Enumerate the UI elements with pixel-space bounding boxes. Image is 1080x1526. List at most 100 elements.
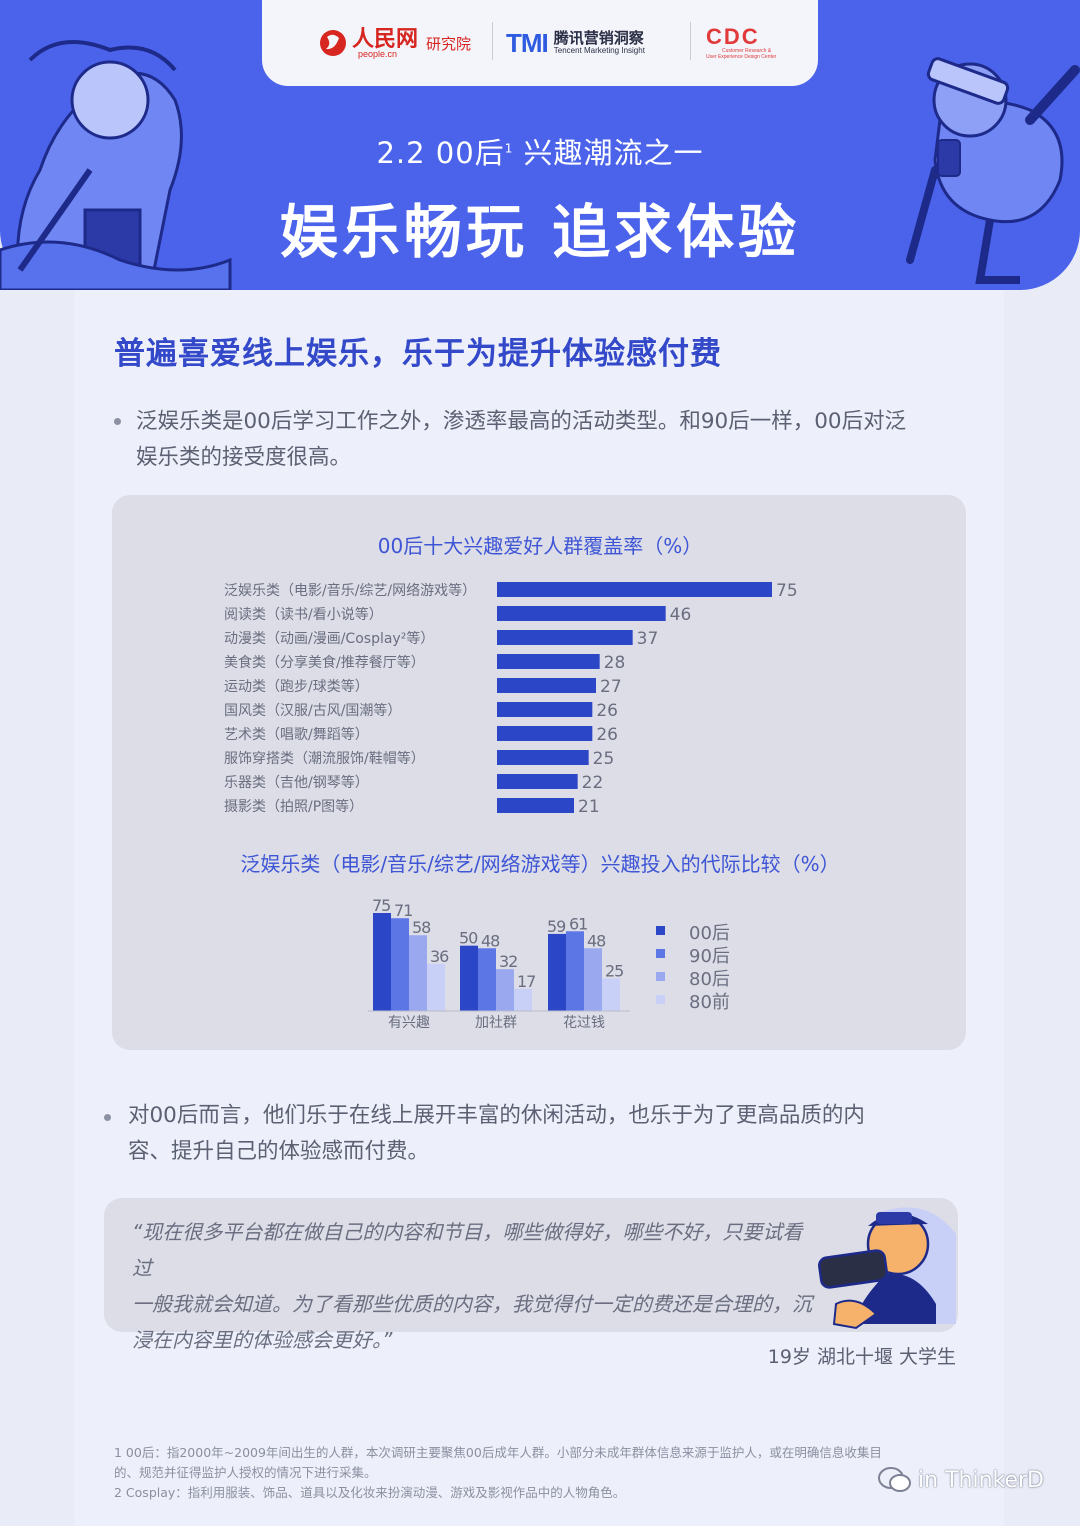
wechat-icon	[878, 1467, 912, 1492]
logo-separator	[690, 22, 691, 60]
interview-quote: “现在很多平台都在做自己的内容和节目，哪些做得好，哪些不好，只要试看过 一般我就…	[132, 1214, 822, 1358]
value-label: 26	[596, 701, 618, 721]
cdc-logo-sub1: Customer Research &	[722, 48, 772, 54]
bullet-dot	[114, 418, 121, 425]
cdc-logo: CDC Customer Research & User Experience …	[706, 18, 776, 68]
quote-box	[104, 1198, 958, 1332]
bullet-2-line-2: 容、提升自己的体验感而付费。	[128, 1139, 430, 1164]
value-label: 71	[394, 901, 412, 920]
value-label: 36	[430, 947, 449, 966]
subtitle-footnote-mark: 1	[504, 141, 514, 156]
bar	[514, 988, 532, 1011]
category-label: 泛娱乐类（电影/音乐/综艺/网络游戏等）	[224, 582, 476, 599]
tmi-logo-sub: Tencent Marketing Insight	[553, 45, 645, 55]
value-label: 26	[596, 725, 618, 745]
category-label: 动漫类（动画/漫画/Cosplay²等）	[224, 630, 434, 647]
value-label: 32	[499, 952, 517, 971]
bar	[427, 963, 445, 1011]
legend-label: 80前	[689, 992, 730, 1013]
category-label: 服饰穿搭类（潮流服饰/鞋帽等）	[224, 750, 425, 767]
people-logo-institute: 研究院	[426, 34, 472, 53]
category-label: 艺术类（唱歌/舞蹈等）	[224, 726, 369, 743]
bar	[548, 933, 566, 1011]
category-label: 加社群	[475, 1015, 517, 1031]
value-label: 61	[569, 914, 587, 933]
value-label: 17	[517, 972, 535, 991]
legend-label: 80后	[689, 969, 730, 990]
people-emblem-icon	[320, 30, 346, 56]
bar	[497, 582, 772, 597]
logo-separator	[492, 22, 493, 60]
value-label: 75	[776, 581, 798, 601]
category-label: 运动类（跑步/球类等）	[224, 678, 369, 695]
value-label: 25	[605, 961, 623, 980]
value-label: 75	[372, 896, 390, 915]
category-label: 乐器类（吉他/钢琴等）	[224, 774, 369, 791]
legend-label: 00后	[689, 923, 730, 944]
value-label: 58	[412, 918, 431, 937]
interest-coverage-bar-chart: 泛娱乐类（电影/音乐/综艺/网络游戏等） 75 阅读类（读书/看小说等） 46 动漫类（…	[224, 581, 798, 817]
value-label: 50	[459, 929, 478, 948]
people-logo-name: 人民网	[352, 25, 419, 52]
cdc-logo-mark: CDC	[706, 24, 760, 49]
tmi-logo-mark: TMI	[506, 27, 549, 58]
bar	[460, 945, 478, 1011]
subtitle-suffix: 兴趣潮流之一	[513, 136, 704, 170]
bar	[373, 913, 391, 1011]
people-logo: 人民网 people.cn 研究院	[318, 18, 471, 68]
quote-line-3: 浸在内容里的体验感会更好。”	[132, 1328, 393, 1352]
footnote-1-line-1: 1 00后：指2000年~2009年间出生的人群，本次调研主要聚焦00后成年人群…	[114, 1445, 882, 1460]
footnote-1: 1 00后：指2000年~2009年间出生的人群，本次调研主要聚焦00后成年人群…	[114, 1443, 974, 1483]
bullet-paragraph-2: 对00后而言，他们乐于在线上展开丰富的休闲活动，也乐于为了更高品质的内 容、提升…	[128, 1098, 865, 1170]
value-label: 28	[604, 653, 626, 673]
page-subtitle: 2.2 00后1 兴趣潮流之一	[0, 130, 1080, 172]
bar	[497, 774, 578, 789]
tmi-logo-name: 腾讯营销洞察	[553, 29, 644, 48]
bar	[478, 948, 496, 1011]
bullet-paragraph-1: 泛娱乐类是00后学习工作之外，渗透率最高的活动类型。和90后一样，00后对泛 娱…	[136, 404, 906, 476]
bar	[497, 726, 593, 741]
bar	[391, 918, 409, 1011]
legend-swatch	[656, 995, 665, 1004]
bar	[497, 654, 600, 669]
section-title: 普遍喜爱线上娱乐，乐于为提升体验感付费	[114, 336, 722, 372]
bar	[566, 931, 584, 1011]
watermark-text: in ThinkerD	[918, 1467, 1044, 1493]
cdc-logo-sub2: User Experience Design Center	[706, 54, 777, 60]
category-label: 阅读类（读书/看小说等）	[224, 606, 383, 623]
footnote-1-line-2: 的、规范并征得监护人授权的情况下进行采集。	[114, 1465, 377, 1480]
bar	[497, 678, 596, 693]
bar	[497, 750, 589, 765]
bar	[497, 630, 633, 645]
watermark: in ThinkerD	[878, 1466, 1044, 1494]
quote-attribution: 19岁 湖北十堰 大学生	[767, 1346, 956, 1368]
category-label: 摄影类（拍照/P图等）	[224, 798, 363, 815]
chart1-title: 00后十大兴趣爱好人群覆盖率（%）	[377, 534, 703, 558]
logo-tab	[262, 0, 818, 86]
people-logo-sub: people.cn	[358, 48, 398, 59]
value-label: 48	[481, 931, 500, 950]
category-label: 国风类（汉服/古风/国潮等）	[224, 702, 401, 719]
value-label: 27	[600, 677, 622, 697]
gamer-character-illustration	[818, 1207, 956, 1330]
bar	[497, 702, 593, 717]
footnote-2: 2 Cosplay：指利用服装、饰品、道具以及化妆来扮演动漫、游戏及影视作品中的…	[114, 1485, 626, 1500]
category-label: 美食类（分享美食/推荐餐厅等）	[224, 654, 425, 671]
category-label: 有兴趣	[388, 1015, 430, 1031]
value-label: 59	[547, 917, 566, 936]
quote-line-1: “现在很多平台都在做自己的内容和节目，哪些做得好，哪些不好，只要试看过	[132, 1220, 803, 1280]
bar	[497, 606, 666, 621]
bullet-1-line-2: 娱乐类的接受度很高。	[136, 445, 352, 470]
value-label: 48	[587, 931, 606, 950]
value-label: 37	[637, 629, 659, 649]
legend-swatch	[656, 949, 665, 958]
value-label: 22	[582, 773, 604, 793]
bar	[584, 948, 602, 1011]
value-label: 21	[578, 797, 600, 817]
bullet-1-line-1: 泛娱乐类是00后学习工作之外，渗透率最高的活动类型。和90后一样，00后对泛	[136, 409, 907, 434]
value-label: 25	[593, 749, 615, 769]
bar	[497, 798, 574, 813]
page-title: 娱乐畅玩 追求体验	[279, 198, 801, 266]
bullet-dot	[104, 1114, 111, 1121]
